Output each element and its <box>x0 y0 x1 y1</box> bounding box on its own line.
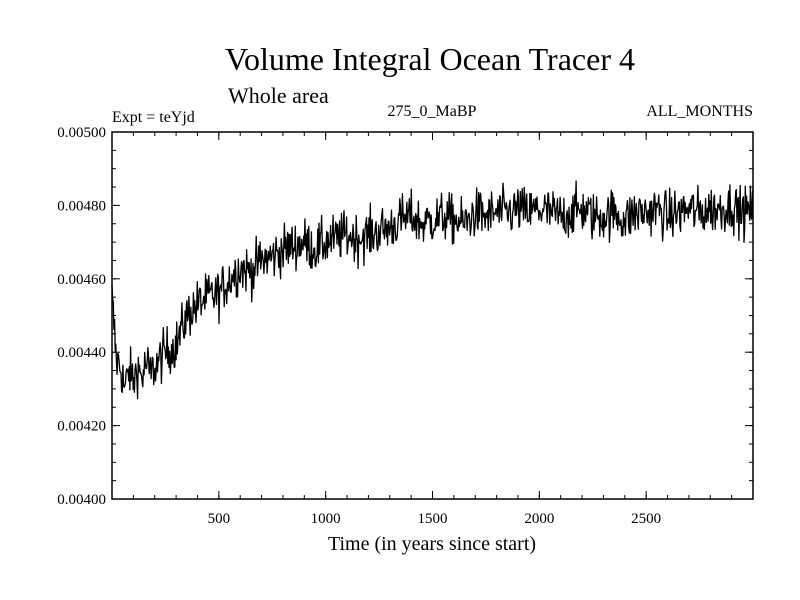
x-tick-label: 2500 <box>631 511 661 527</box>
series-layer <box>111 180 754 400</box>
x-tick-label: 2000 <box>524 511 554 527</box>
x-axis-label: Time (in years since start) <box>328 533 536 555</box>
y-axis-ticks: 0.00400 0.00420 0.00440 0.00460 0.00480 0.005… <box>57 125 753 508</box>
x-axis-ticks: 500 1000 1500 2000 2500 <box>132 132 733 527</box>
series-line <box>111 180 754 400</box>
x-tick-label: 500 <box>208 511 231 527</box>
y-tick-label: 0.00480 <box>57 198 106 214</box>
x-tick-label: 1000 <box>311 511 341 527</box>
chart-subtitle: Whole area <box>228 83 329 108</box>
months-label: ALL_MONTHS <box>646 103 753 120</box>
experiment-label: Expt = teYjd <box>112 109 195 126</box>
y-tick-label: 0.00420 <box>57 419 106 435</box>
y-tick-label: 0.00440 <box>57 345 106 361</box>
chart-title: Volume Integral Ocean Tracer 4 <box>225 41 635 77</box>
y-tick-label: 0.00400 <box>57 492 106 508</box>
x-tick-label: 1500 <box>418 511 448 527</box>
y-tick-label: 0.00500 <box>57 125 106 141</box>
period-label: 275_0_MaBP <box>388 103 477 120</box>
y-tick-label: 0.00460 <box>57 272 106 288</box>
plot-frame <box>111 131 754 500</box>
